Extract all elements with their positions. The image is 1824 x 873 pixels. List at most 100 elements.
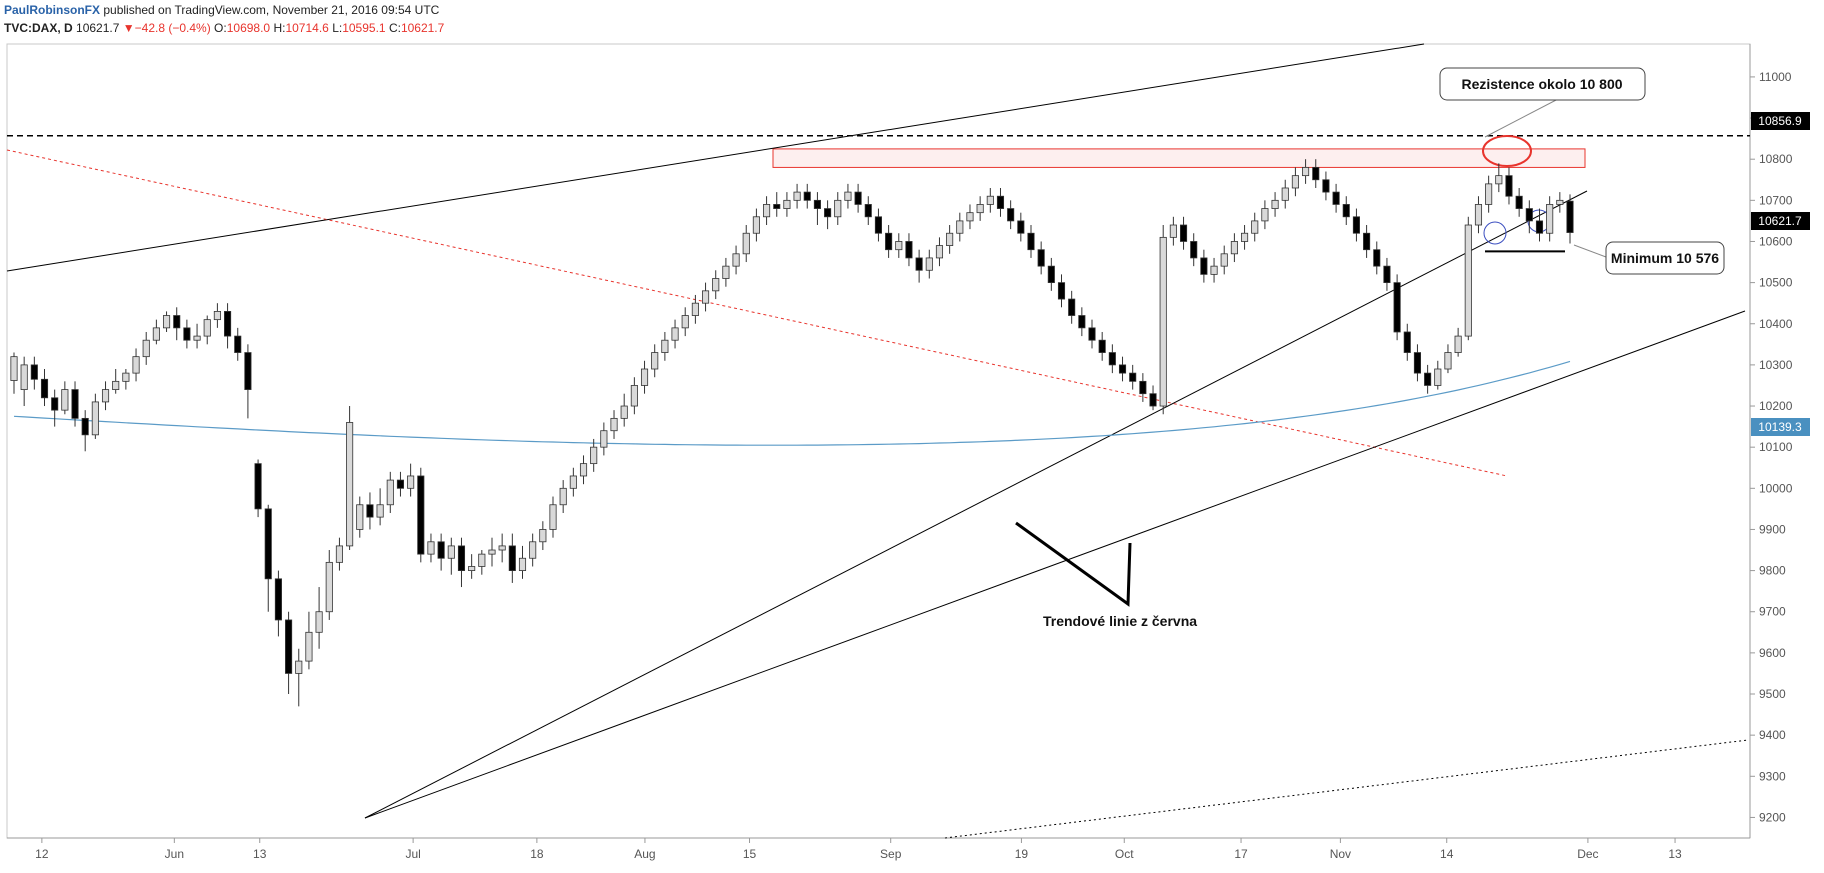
candle[interactable] [40, 369, 49, 407]
candle[interactable] [813, 192, 821, 226]
candle[interactable] [1444, 344, 1452, 374]
candle[interactable] [132, 348, 140, 382]
candle[interactable] [1312, 159, 1320, 188]
candle[interactable] [610, 410, 618, 439]
candle[interactable] [651, 344, 659, 378]
candle[interactable] [488, 537, 496, 567]
candle[interactable] [1159, 225, 1167, 415]
candle[interactable] [51, 389, 59, 427]
candle[interactable] [1098, 331, 1106, 361]
candle[interactable] [590, 438, 598, 472]
candle[interactable] [101, 381, 110, 411]
candle[interactable] [112, 369, 120, 394]
candle[interactable] [437, 533, 445, 571]
candle[interactable] [1291, 167, 1299, 197]
candle[interactable] [681, 307, 689, 337]
candle[interactable] [366, 492, 374, 530]
resistance-callout[interactable]: Rezistence okolo 10 800 [1439, 67, 1646, 138]
candle[interactable] [773, 192, 781, 217]
candle[interactable] [295, 648, 303, 707]
candle[interactable] [915, 249, 923, 283]
candle[interactable] [844, 183, 852, 209]
candle[interactable] [457, 537, 466, 588]
candle[interactable] [1485, 175, 1493, 213]
candle[interactable] [671, 319, 679, 349]
rising-trendline-steep[interactable] [364, 190, 1588, 819]
candle[interactable] [1332, 183, 1340, 213]
candle[interactable] [824, 200, 832, 230]
candle[interactable] [142, 331, 150, 365]
candle[interactable] [1302, 159, 1310, 184]
candle[interactable] [71, 381, 79, 427]
candle[interactable] [1057, 274, 1066, 308]
candle[interactable] [1139, 373, 1147, 402]
candle[interactable] [1068, 290, 1076, 324]
candle[interactable] [539, 521, 547, 551]
candle[interactable] [579, 455, 588, 485]
candle[interactable] [661, 331, 669, 361]
candle[interactable] [1078, 307, 1086, 337]
candle[interactable] [81, 410, 89, 452]
candle[interactable] [640, 360, 649, 394]
candle[interactable] [20, 356, 28, 407]
candle[interactable] [1525, 200, 1533, 234]
candle[interactable] [691, 294, 699, 324]
candle[interactable] [518, 545, 527, 579]
candle[interactable] [600, 422, 608, 456]
candle[interactable] [569, 467, 577, 497]
candle[interactable] [946, 225, 954, 254]
candle[interactable] [1017, 212, 1025, 242]
dotted-trendline[interactable] [944, 739, 1749, 839]
candle[interactable] [498, 533, 506, 563]
candle[interactable] [935, 237, 944, 267]
candle[interactable] [1210, 257, 1218, 283]
candle[interactable] [224, 303, 232, 349]
candle[interactable] [1047, 257, 1055, 291]
candle[interactable] [193, 323, 201, 349]
candle[interactable] [417, 467, 425, 563]
candle[interactable] [386, 471, 394, 513]
candle[interactable] [1271, 192, 1279, 217]
candle[interactable] [976, 196, 984, 221]
candle[interactable] [91, 393, 99, 439]
candle[interactable] [396, 471, 405, 497]
candle[interactable] [559, 480, 567, 513]
moving-average-line[interactable] [13, 360, 1571, 446]
trendlines-note[interactable]: Trendové linie z června [1015, 521, 1197, 629]
candle[interactable] [122, 369, 130, 390]
candle[interactable] [173, 307, 181, 341]
candle[interactable] [1535, 208, 1544, 242]
candle[interactable] [752, 208, 760, 242]
candle[interactable] [732, 245, 740, 275]
author-name[interactable]: PaulRobinsonFX [4, 3, 100, 17]
candle[interactable] [1546, 196, 1554, 242]
candle[interactable] [1515, 187, 1523, 217]
candle[interactable] [305, 611, 313, 670]
candle[interactable] [1169, 216, 1177, 246]
candle[interactable] [1129, 364, 1137, 390]
candle[interactable] [447, 537, 455, 575]
candle[interactable] [1322, 171, 1330, 201]
candle[interactable] [10, 352, 18, 394]
candle[interactable] [1556, 192, 1564, 213]
candle[interactable] [1424, 364, 1432, 394]
candle[interactable] [1261, 200, 1269, 230]
candle[interactable] [1352, 208, 1360, 242]
candle[interactable] [712, 270, 720, 300]
candle[interactable] [1393, 274, 1401, 341]
candle[interactable] [1454, 327, 1462, 357]
candle[interactable] [203, 315, 211, 345]
candle[interactable] [1495, 163, 1503, 193]
candle[interactable] [254, 459, 262, 518]
candle[interactable] [854, 183, 862, 213]
candle[interactable] [885, 225, 893, 258]
candle[interactable] [925, 249, 933, 279]
candle[interactable] [803, 183, 811, 209]
upper-trendline[interactable] [6, 43, 1425, 272]
candle[interactable] [325, 550, 333, 620]
candle[interactable] [244, 344, 252, 419]
candle[interactable] [549, 496, 557, 538]
candle[interactable] [1118, 356, 1127, 382]
candle[interactable] [742, 225, 750, 263]
candle[interactable] [1474, 196, 1483, 234]
